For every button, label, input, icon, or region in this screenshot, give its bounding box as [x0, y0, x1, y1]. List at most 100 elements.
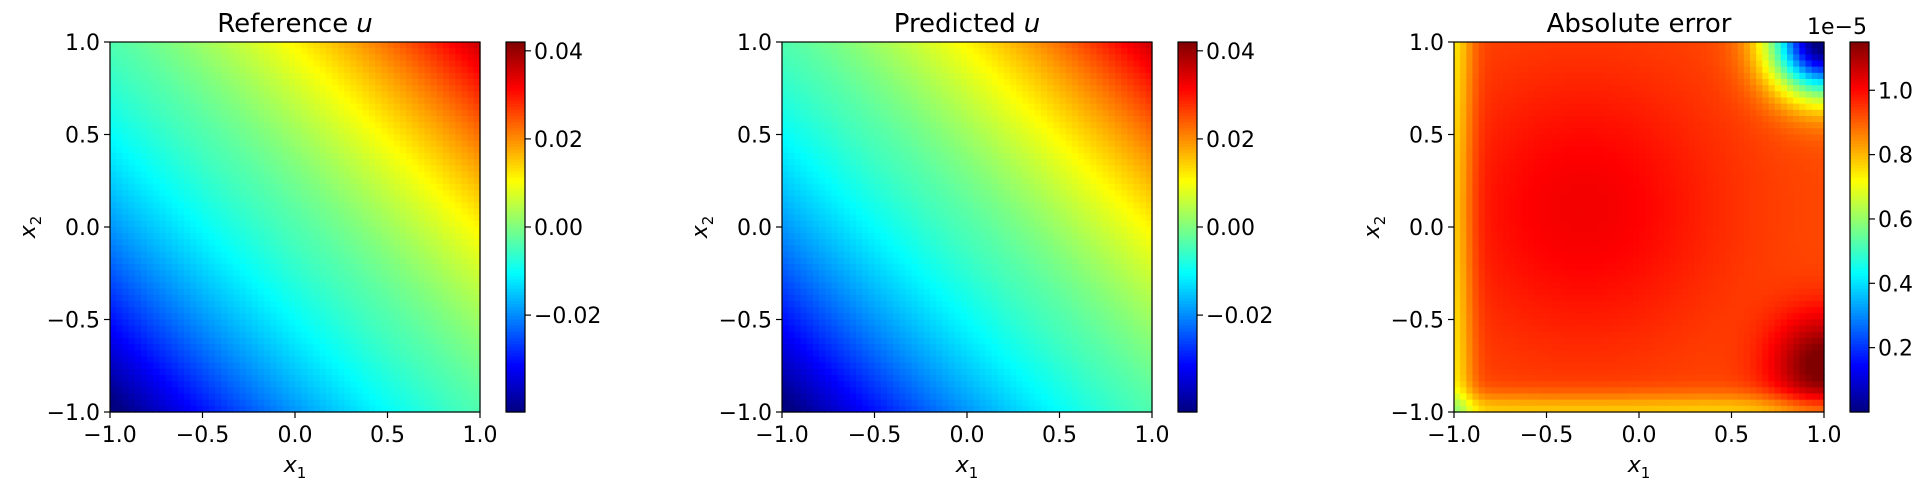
heatmap-cell: [165, 245, 173, 253]
heatmap-cell: [251, 239, 259, 247]
heatmap-cell: [812, 54, 820, 62]
heatmap-cell: [393, 375, 401, 382]
heatmap-cell: [276, 381, 284, 388]
heatmap-cell: [936, 79, 943, 86]
heatmap-cell: [153, 60, 160, 68]
heatmap-cell: [276, 319, 284, 327]
heatmap-cell: [862, 48, 869, 55]
heatmap-cell: [1115, 60, 1122, 68]
heatmap-cell: [165, 393, 173, 401]
heatmap-cell: [313, 153, 321, 160]
heatmap-cell: [1090, 54, 1098, 62]
heatmap-cell: [122, 97, 130, 105]
heatmap-cell: [233, 85, 241, 92]
colorbar-segment: [506, 285, 525, 290]
heatmap-cell: [806, 79, 814, 86]
heatmap-cell: [153, 85, 160, 92]
heatmap-cell: [165, 128, 173, 136]
heatmap-cell: [227, 264, 234, 271]
heatmap-cell: [424, 387, 432, 395]
heatmap-cell: [128, 393, 136, 401]
heatmap-cell: [245, 375, 253, 382]
heatmap-cell: [134, 72, 142, 80]
heatmap-cell: [344, 375, 352, 382]
heatmap-cell: [369, 91, 376, 99]
heatmap-cell: [214, 134, 222, 142]
heatmap-cell: [128, 72, 136, 80]
heatmap-cell: [313, 233, 321, 240]
heatmap-cell: [436, 171, 444, 179]
heatmap-cell: [362, 368, 370, 376]
heatmap-cell: [399, 350, 407, 358]
heatmap-cell: [369, 399, 376, 407]
heatmap-cell: [960, 48, 968, 55]
heatmap-cell: [184, 331, 191, 339]
heatmap-cell: [140, 48, 148, 55]
heatmap-cell: [214, 405, 222, 413]
heatmap-cell: [245, 183, 253, 191]
heatmap-cell: [1121, 103, 1128, 111]
heatmap-cell: [338, 177, 345, 185]
heatmap-cell: [387, 282, 395, 290]
heatmap-cell: [819, 153, 826, 160]
heatmap-cell: [788, 165, 795, 173]
heatmap-cell: [473, 319, 481, 327]
heatmap-cell: [1133, 146, 1141, 154]
heatmap-cell: [436, 109, 444, 117]
heatmap-cell: [406, 282, 413, 290]
heatmap-cell: [843, 103, 851, 111]
heatmap-cell: [1059, 66, 1067, 74]
heatmap-cell: [443, 103, 450, 111]
heatmap-cell: [948, 140, 956, 148]
heatmap-cell: [251, 251, 259, 259]
heatmap-cell: [856, 54, 863, 62]
heatmap-cell: [350, 264, 358, 271]
heatmap-cell: [325, 227, 333, 234]
heatmap-cell: [221, 375, 228, 382]
heatmap-cell: [307, 85, 315, 92]
heatmap-cell: [819, 140, 826, 148]
heatmap-cell: [387, 405, 395, 413]
heatmap-cell: [128, 214, 136, 222]
heatmap-cell: [147, 122, 154, 129]
heatmap-cell: [165, 375, 173, 382]
heatmap-cell: [782, 134, 789, 142]
heatmap-cell: [923, 109, 931, 117]
heatmap-cell: [140, 356, 148, 364]
heatmap-cell: [979, 91, 987, 99]
colorbar-segment: [506, 245, 525, 250]
heatmap-cell: [430, 214, 438, 222]
heatmap-cell: [911, 72, 919, 80]
heatmap-cell: [153, 338, 160, 345]
heatmap-cell: [362, 344, 370, 351]
heatmap-cell: [960, 153, 968, 160]
heatmap-cell: [159, 190, 167, 197]
heatmap-cell: [362, 214, 370, 222]
heatmap-cell: [942, 85, 950, 92]
heatmap-cell: [190, 245, 197, 253]
heatmap-cell: [245, 356, 253, 364]
heatmap-cell: [270, 85, 278, 92]
heatmap-cell: [159, 375, 167, 382]
heatmap-cell: [406, 165, 413, 173]
heatmap-cell: [362, 153, 370, 160]
heatmap-cell: [455, 214, 463, 222]
heatmap-cell: [1121, 72, 1128, 80]
heatmap-cell: [122, 313, 130, 321]
heatmap-cell: [190, 66, 197, 74]
heatmap-cell: [165, 54, 173, 62]
heatmap-cell: [159, 294, 167, 302]
heatmap-cell: [467, 48, 475, 55]
heatmap-cell: [295, 134, 302, 142]
heatmap-cell: [282, 208, 290, 216]
heatmap-cell: [991, 85, 999, 92]
heatmap-cell: [165, 344, 173, 351]
heatmap-cell: [1016, 140, 1024, 148]
heatmap-cell: [991, 103, 999, 111]
heatmap-cell: [134, 122, 142, 129]
heatmap-cell: [1102, 146, 1110, 154]
heatmap-cell: [325, 196, 333, 203]
heatmap-cell: [245, 214, 253, 222]
heatmap-cell: [917, 109, 925, 117]
heatmap-cell: [461, 60, 469, 68]
